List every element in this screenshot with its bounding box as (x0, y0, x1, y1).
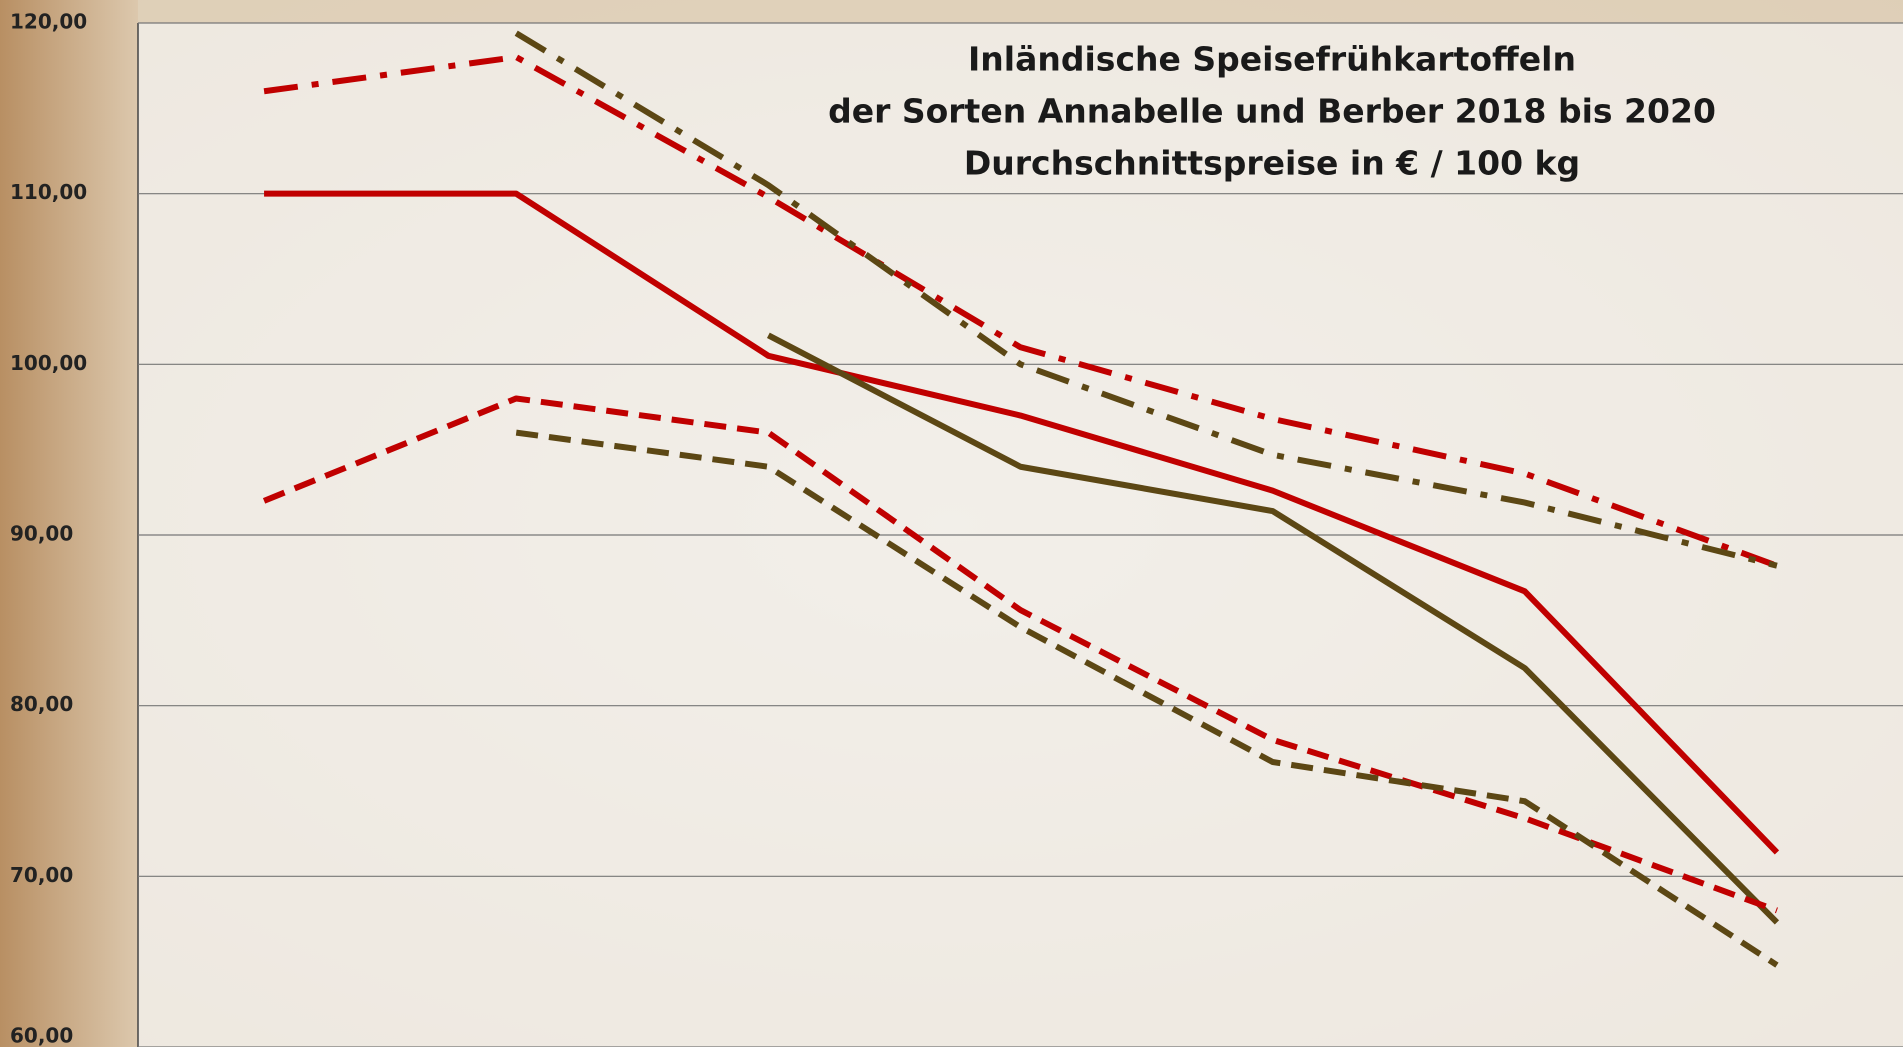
y-tick-label: 100,00 (10, 351, 87, 375)
chart-title: Durchschnittspreise in € / 100 kg (964, 144, 1580, 183)
y-tick-label: 120,00 (10, 10, 87, 34)
y-tick-label: 60,00 (10, 1024, 73, 1047)
y-tick-label: 70,00 (10, 863, 73, 887)
chart: 60,00 70,00 80,00 90,00 100,00 110,00 120,00 In… (0, 0, 1903, 1047)
y-tick-label: 110,00 (10, 180, 87, 204)
y-tick-label: 90,00 (10, 522, 73, 546)
top-band (138, 0, 1903, 23)
chart-title: Inländische Speisefrühkartoffeln (968, 40, 1576, 79)
page: 60,00 70,00 80,00 90,00 100,00 110,00 120,00 In… (0, 0, 1903, 1047)
y-tick-label: 80,00 (10, 692, 73, 716)
chart-title: der Sorten Annabelle und Berber 2018 bis… (828, 92, 1716, 131)
